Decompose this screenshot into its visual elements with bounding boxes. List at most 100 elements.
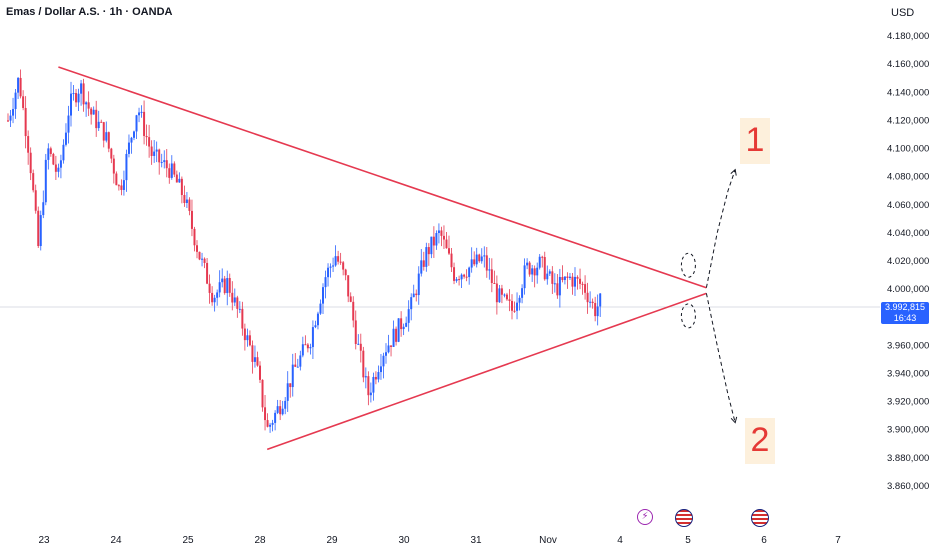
candle-body bbox=[521, 288, 524, 298]
price-tick-label: 4.040,000 bbox=[887, 228, 929, 239]
candle-body bbox=[589, 301, 592, 303]
candle-body bbox=[372, 376, 375, 393]
time-tick-label: 23 bbox=[38, 535, 50, 546]
candle-body bbox=[193, 228, 196, 246]
candle-body bbox=[453, 267, 456, 281]
candle-body bbox=[339, 261, 342, 263]
candle-body bbox=[513, 310, 516, 312]
candle-body bbox=[518, 297, 521, 303]
candle-body bbox=[359, 343, 362, 351]
candle-body bbox=[591, 301, 594, 304]
candle-body bbox=[87, 102, 90, 109]
candle-body bbox=[546, 273, 549, 280]
time-axis[interactable]: 23 24 25 28 29 30 31 Nov 4 5 6 7 bbox=[38, 535, 841, 546]
candle-body bbox=[49, 148, 52, 154]
candle-body bbox=[581, 283, 584, 285]
candle-body bbox=[349, 296, 352, 302]
candle-body bbox=[536, 267, 539, 276]
candle-body bbox=[9, 115, 12, 121]
candle-body bbox=[216, 292, 219, 298]
candle-body bbox=[196, 245, 198, 252]
time-tick-label: 7 bbox=[835, 535, 841, 546]
candle-body bbox=[322, 287, 324, 304]
candle-body bbox=[133, 131, 135, 138]
candle-body bbox=[64, 132, 67, 145]
us-flag-icon[interactable] bbox=[675, 509, 693, 527]
support-trendline bbox=[266, 292, 707, 451]
candle-body bbox=[130, 137, 133, 143]
candle-body bbox=[59, 160, 62, 168]
candle-body bbox=[354, 320, 357, 344]
lightning-icon[interactable]: ⚡ bbox=[637, 509, 653, 525]
candle-body bbox=[599, 293, 602, 307]
bar-countdown: 16:43 bbox=[893, 313, 917, 323]
candle-body bbox=[190, 210, 193, 229]
candle-body bbox=[503, 294, 506, 296]
candle-body bbox=[458, 279, 461, 281]
candles-group bbox=[7, 69, 602, 433]
candle-body bbox=[92, 109, 95, 115]
candle-body bbox=[369, 392, 372, 396]
candle-body bbox=[437, 230, 440, 234]
candle-body bbox=[584, 284, 587, 293]
candle-body bbox=[27, 136, 30, 153]
price-tick-label: 4.060,000 bbox=[887, 200, 929, 211]
candle-body bbox=[450, 253, 453, 268]
resistance-trendline bbox=[58, 66, 707, 289]
candle-body bbox=[478, 254, 481, 262]
candle-body bbox=[117, 185, 120, 187]
candle-body bbox=[231, 292, 234, 303]
candle-body bbox=[269, 424, 272, 427]
candle-body bbox=[531, 268, 534, 275]
candle-body bbox=[54, 164, 57, 172]
candle-body bbox=[511, 300, 513, 311]
candle-body bbox=[324, 277, 327, 288]
candle-body bbox=[163, 160, 166, 163]
candle-body bbox=[425, 247, 428, 267]
candle-body bbox=[77, 93, 80, 103]
price-tick-label: 4.180,000 bbox=[887, 31, 929, 42]
candle-body bbox=[294, 364, 297, 367]
candle-body bbox=[259, 365, 261, 380]
candle-body bbox=[337, 256, 340, 262]
candle-body bbox=[528, 262, 531, 275]
candle-body bbox=[145, 135, 148, 138]
candle-body bbox=[165, 160, 168, 169]
candle-body bbox=[296, 366, 299, 368]
time-tick-label: 29 bbox=[326, 535, 338, 546]
scenario-2-arrowhead bbox=[730, 416, 738, 424]
candle-body bbox=[463, 274, 466, 277]
candle-body bbox=[427, 247, 430, 255]
candle-body bbox=[155, 149, 158, 152]
candle-body bbox=[57, 167, 60, 172]
candle-body bbox=[153, 151, 156, 156]
candle-body bbox=[571, 276, 574, 287]
price-axis[interactable]: 4.180,000 4.160,000 4.140,000 4.120,000 4.10… bbox=[887, 31, 929, 492]
candle-body bbox=[105, 132, 108, 141]
candle-body bbox=[110, 148, 113, 159]
candle-body bbox=[473, 259, 476, 265]
candle-body bbox=[143, 111, 146, 136]
candle-body bbox=[480, 256, 483, 262]
candle-body bbox=[586, 292, 589, 303]
time-tick-label: 5 bbox=[685, 535, 691, 546]
candle-body bbox=[412, 293, 415, 298]
candle-body bbox=[306, 344, 309, 349]
time-tick-label: 28 bbox=[254, 535, 266, 546]
candle-body bbox=[357, 343, 360, 345]
scenario-1-loop bbox=[680, 252, 696, 278]
us-flag-icon[interactable] bbox=[751, 509, 769, 527]
price-tick-label: 3.960,000 bbox=[887, 340, 929, 351]
candle-body bbox=[568, 276, 571, 278]
candle-body bbox=[115, 173, 118, 186]
candle-body bbox=[465, 276, 468, 278]
scenario-paths-group bbox=[680, 168, 738, 424]
time-tick-label: 31 bbox=[470, 535, 482, 546]
candle-body bbox=[7, 120, 9, 122]
candle-body bbox=[304, 344, 307, 346]
candle-body bbox=[206, 262, 209, 284]
price-tick-label: 3.940,000 bbox=[887, 368, 929, 379]
currency-label[interactable]: USD bbox=[891, 7, 915, 19]
